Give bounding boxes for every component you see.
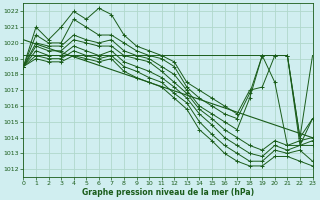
X-axis label: Graphe pression niveau de la mer (hPa): Graphe pression niveau de la mer (hPa) xyxy=(82,188,254,197)
